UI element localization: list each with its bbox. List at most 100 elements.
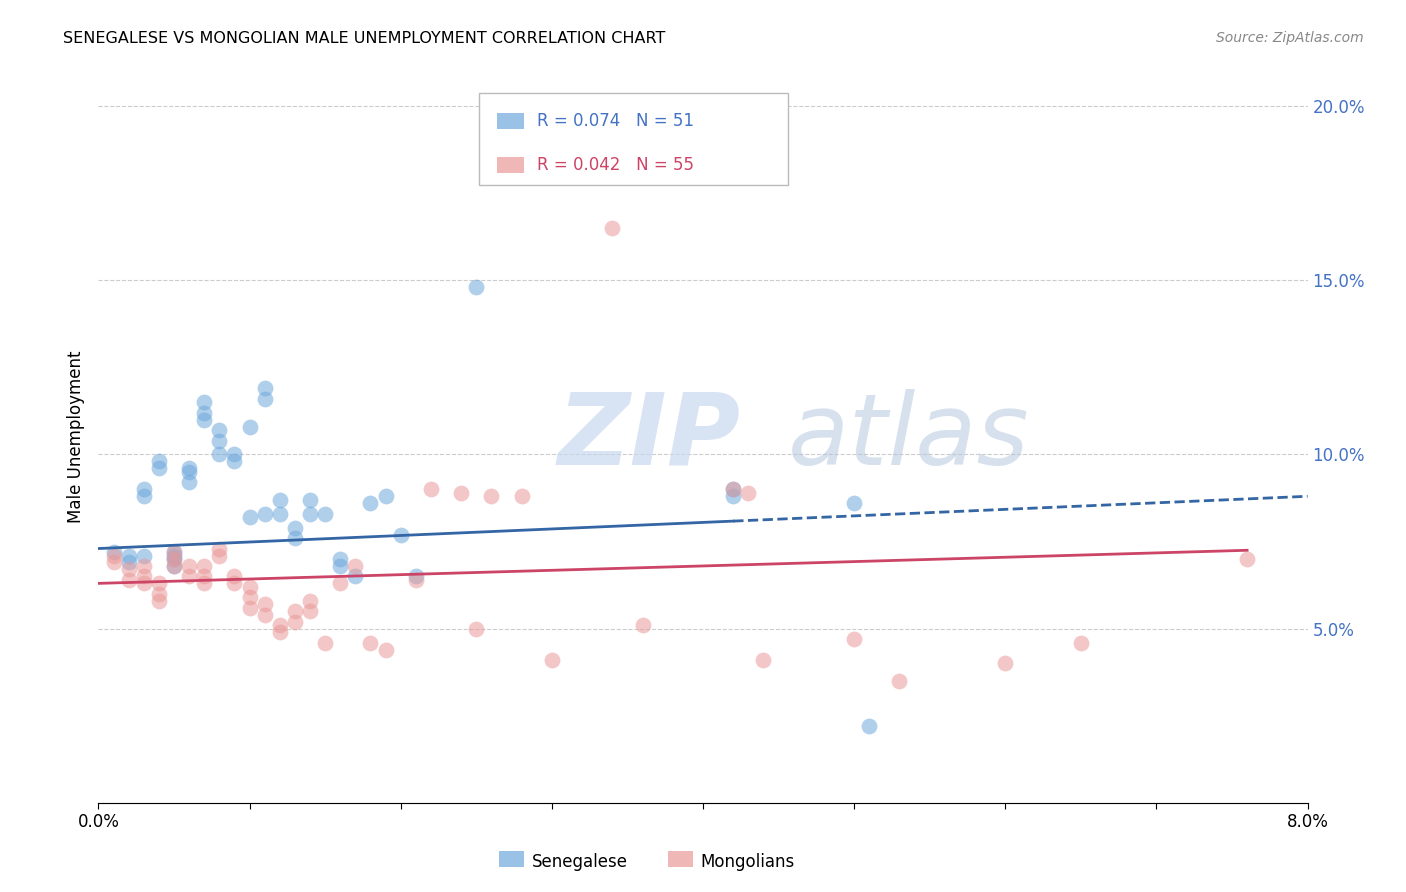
Point [510, 489, 533, 503]
Point [540, 653, 562, 667]
Point [179, 558, 201, 573]
Point [329, 552, 352, 566]
Point [148, 454, 170, 468]
Text: ZIP: ZIP [558, 389, 741, 485]
Point [132, 489, 155, 503]
FancyBboxPatch shape [498, 157, 524, 173]
Point [631, 618, 654, 632]
Point [299, 594, 322, 608]
Point [723, 489, 745, 503]
Point [239, 419, 262, 434]
Point [118, 573, 141, 587]
Point [103, 556, 125, 570]
Point [253, 381, 276, 395]
Point [163, 558, 186, 573]
Point [329, 576, 352, 591]
Point [224, 454, 246, 468]
Point [269, 618, 291, 632]
Point [405, 573, 427, 587]
Point [389, 527, 412, 541]
Point [148, 461, 170, 475]
Point [844, 496, 866, 510]
Point [299, 492, 322, 507]
Point [163, 558, 186, 573]
Point [889, 673, 911, 688]
FancyBboxPatch shape [479, 94, 787, 185]
Point [163, 552, 186, 566]
Point [752, 653, 775, 667]
Point [193, 558, 215, 573]
Point [1236, 552, 1258, 566]
FancyBboxPatch shape [498, 112, 524, 128]
Text: Senegalese: Senegalese [531, 853, 627, 871]
Point [239, 591, 262, 605]
Point [284, 521, 307, 535]
Point [360, 635, 382, 649]
Point [314, 507, 336, 521]
Point [103, 549, 125, 563]
Point [163, 549, 186, 563]
Point [314, 635, 336, 649]
Point [239, 580, 262, 594]
Point [253, 392, 276, 406]
Text: R = 0.074   N = 51: R = 0.074 N = 51 [537, 112, 695, 129]
Point [994, 657, 1017, 671]
Point [193, 395, 215, 409]
Point [148, 587, 170, 601]
Point [193, 576, 215, 591]
Point [132, 549, 155, 563]
Point [118, 556, 141, 570]
Point [420, 483, 443, 497]
Point [299, 604, 322, 618]
Point [132, 569, 155, 583]
Point [723, 483, 745, 497]
Point [193, 412, 215, 426]
Point [450, 485, 472, 500]
Point [208, 448, 231, 462]
Text: SENEGALESE VS MONGOLIAN MALE UNEMPLOYMENT CORRELATION CHART: SENEGALESE VS MONGOLIAN MALE UNEMPLOYMEN… [63, 31, 665, 46]
Text: Mongolians: Mongolians [700, 853, 794, 871]
Point [193, 569, 215, 583]
Point [284, 604, 307, 618]
Point [269, 507, 291, 521]
Point [193, 406, 215, 420]
Point [284, 615, 307, 629]
Point [844, 632, 866, 646]
Point [208, 541, 231, 556]
Point [1070, 635, 1092, 649]
Point [344, 558, 367, 573]
Point [360, 496, 382, 510]
Point [118, 549, 141, 563]
Point [465, 622, 488, 636]
Text: Source: ZipAtlas.com: Source: ZipAtlas.com [1216, 31, 1364, 45]
Point [208, 423, 231, 437]
Point [481, 489, 503, 503]
Point [329, 558, 352, 573]
Point [132, 576, 155, 591]
Point [405, 569, 427, 583]
Point [269, 492, 291, 507]
Point [208, 549, 231, 563]
Point [179, 475, 201, 490]
Point [299, 507, 322, 521]
Point [253, 607, 276, 622]
Point [284, 531, 307, 545]
Text: atlas: atlas [787, 389, 1029, 485]
Point [239, 510, 262, 524]
Point [179, 569, 201, 583]
Point [344, 569, 367, 583]
Point [148, 594, 170, 608]
Point [208, 434, 231, 448]
Point [103, 545, 125, 559]
Point [374, 642, 396, 657]
Point [602, 221, 624, 235]
Point [253, 507, 276, 521]
Point [132, 483, 155, 497]
Point [465, 280, 488, 294]
Y-axis label: Male Unemployment: Male Unemployment [66, 351, 84, 524]
Point [163, 552, 186, 566]
Point [737, 485, 759, 500]
Point [723, 483, 745, 497]
Point [224, 569, 246, 583]
Point [148, 576, 170, 591]
